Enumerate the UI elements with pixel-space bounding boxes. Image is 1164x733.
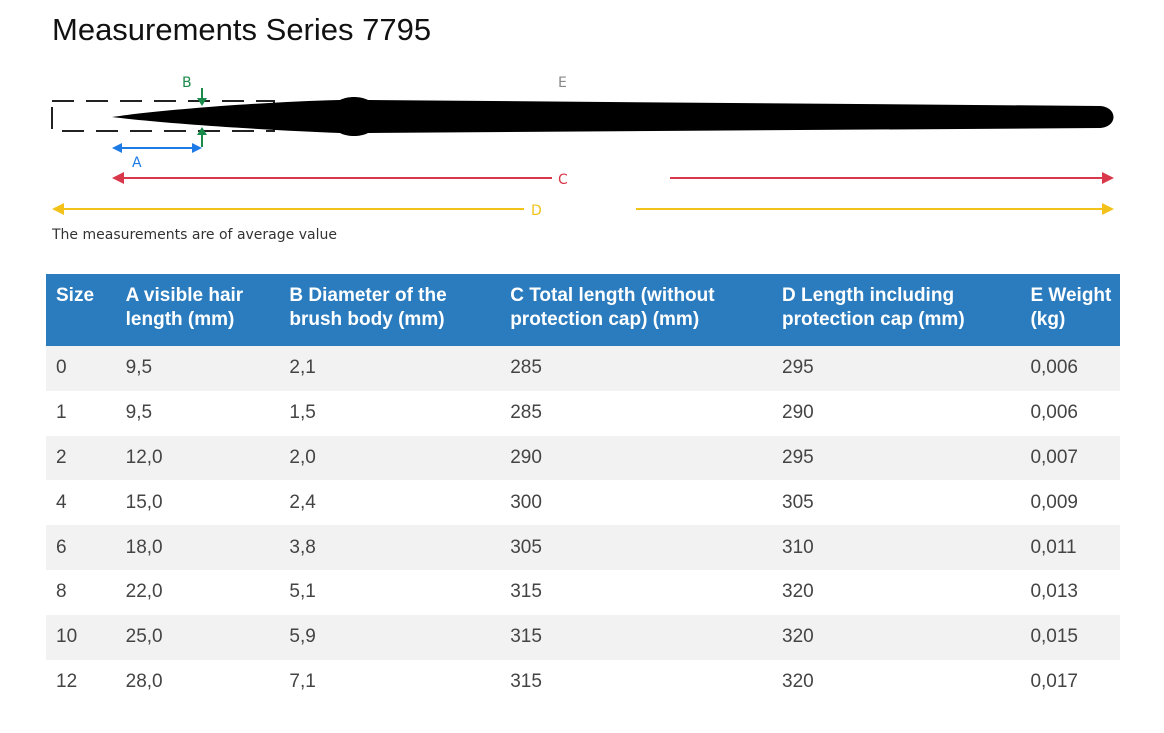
cell-visible-hair-length: 18,0 — [115, 525, 280, 570]
header-visible-hair-length: A visible hair length (mm) — [115, 274, 280, 346]
cell-size: 0 — [46, 346, 116, 391]
cell-visible-hair-length: 22,0 — [115, 569, 280, 615]
cell-weight: 0,017 — [1020, 659, 1120, 705]
cell-weight: 0,013 — [1020, 569, 1120, 615]
cell-brush-diameter: 2,4 — [279, 480, 501, 526]
header-brush-diameter: B Diameter of the brush body (mm) — [279, 274, 501, 346]
cell-total-length: 315 — [500, 659, 773, 705]
d-arrow-left — [52, 203, 64, 215]
table-row: 4 15,0 2,4 300 305 0,009 — [46, 480, 1120, 526]
brush-measurement-diagram: B A E C D — [51, 75, 1114, 219]
protection-cap-outline — [51, 100, 275, 132]
label-d: D — [531, 203, 542, 219]
brush-silhouette — [112, 97, 1114, 136]
measurement-note: The measurements are of average value — [52, 227, 337, 243]
cell-size: 1 — [46, 390, 116, 436]
cell-length-with-cap: 320 — [772, 614, 1021, 660]
table-row: 12 28,0 7,1 315 320 0,017 — [46, 659, 1120, 705]
table-row: 0 9,5 2,1 285 295 0,006 — [46, 346, 1120, 391]
c-arrow-left — [112, 172, 124, 184]
cell-brush-diameter: 2,1 — [279, 346, 501, 391]
d-arrow-right — [1102, 203, 1114, 215]
measurements-table: Size A visible hair length (mm) B Diamet… — [46, 274, 1120, 705]
cell-visible-hair-length: 25,0 — [115, 614, 280, 660]
cell-visible-hair-length: 15,0 — [115, 480, 280, 526]
cell-total-length: 305 — [500, 525, 773, 570]
table-row: 8 22,0 5,1 315 320 0,013 — [46, 569, 1120, 615]
cell-size: 10 — [46, 614, 116, 660]
cell-length-with-cap: 305 — [772, 480, 1021, 526]
cell-total-length: 285 — [500, 346, 773, 391]
cell-visible-hair-length: 12,0 — [115, 435, 280, 481]
cell-size: 12 — [46, 659, 116, 705]
header-total-length: C Total length (without protection cap) … — [500, 274, 773, 346]
table-row: 10 25,0 5,9 315 320 0,015 — [46, 614, 1120, 660]
header-size: Size — [46, 274, 116, 346]
cell-brush-diameter: 5,1 — [279, 569, 501, 615]
cell-weight: 0,015 — [1020, 614, 1120, 660]
cell-brush-diameter: 3,8 — [279, 525, 501, 570]
cell-weight: 0,006 — [1020, 390, 1120, 436]
label-c: C — [558, 172, 568, 188]
page-title: Measurements Series 7795 — [52, 12, 432, 47]
cell-visible-hair-length: 28,0 — [115, 659, 280, 705]
cell-weight: 0,011 — [1020, 525, 1120, 570]
cell-size: 4 — [46, 480, 116, 526]
b-arrow-up — [197, 127, 207, 135]
cell-total-length: 315 — [500, 569, 773, 615]
cell-visible-hair-length: 9,5 — [115, 390, 280, 436]
cell-visible-hair-length: 9,5 — [115, 346, 280, 391]
cell-total-length: 285 — [500, 390, 773, 436]
table-row: 1 9,5 1,5 285 290 0,006 — [46, 390, 1120, 436]
cell-size: 6 — [46, 525, 116, 570]
cell-total-length: 315 — [500, 614, 773, 660]
label-e: E — [558, 75, 567, 91]
cell-length-with-cap: 320 — [772, 659, 1021, 705]
cell-length-with-cap: 290 — [772, 390, 1021, 436]
cell-weight: 0,009 — [1020, 480, 1120, 526]
header-weight: E Weight (kg) — [1020, 274, 1120, 346]
table-row: 6 18,0 3,8 305 310 0,011 — [46, 525, 1120, 570]
cell-length-with-cap: 320 — [772, 569, 1021, 615]
a-arrow-right — [192, 143, 202, 153]
cell-length-with-cap: 310 — [772, 525, 1021, 570]
cell-weight: 0,007 — [1020, 435, 1120, 481]
table-body: 0 9,5 2,1 285 295 0,006 1 9,5 1,5 285 290 0,006 2 12,… — [46, 346, 1120, 705]
cell-weight: 0,006 — [1020, 346, 1120, 391]
cell-length-with-cap: 295 — [772, 346, 1021, 391]
table-row: 2 12,0 2,0 290 295 0,007 — [46, 435, 1120, 481]
cell-brush-diameter: 5,9 — [279, 614, 501, 660]
cell-brush-diameter: 2,0 — [279, 435, 501, 481]
table-header-row: Size A visible hair length (mm) B Diamet… — [46, 274, 1120, 346]
cell-size: 2 — [46, 435, 116, 481]
a-arrow-left — [112, 143, 122, 153]
label-b: B — [182, 75, 192, 91]
b-arrow-down — [197, 98, 207, 106]
cell-length-with-cap: 295 — [772, 435, 1021, 481]
header-length-with-cap: D Length including protection cap (mm) — [772, 274, 1021, 346]
c-arrow-right — [1102, 172, 1114, 184]
label-a: A — [132, 155, 142, 171]
cell-brush-diameter: 7,1 — [279, 659, 501, 705]
cell-total-length: 300 — [500, 480, 773, 526]
cell-brush-diameter: 1,5 — [279, 390, 501, 436]
cell-total-length: 290 — [500, 435, 773, 481]
cell-size: 8 — [46, 569, 116, 615]
